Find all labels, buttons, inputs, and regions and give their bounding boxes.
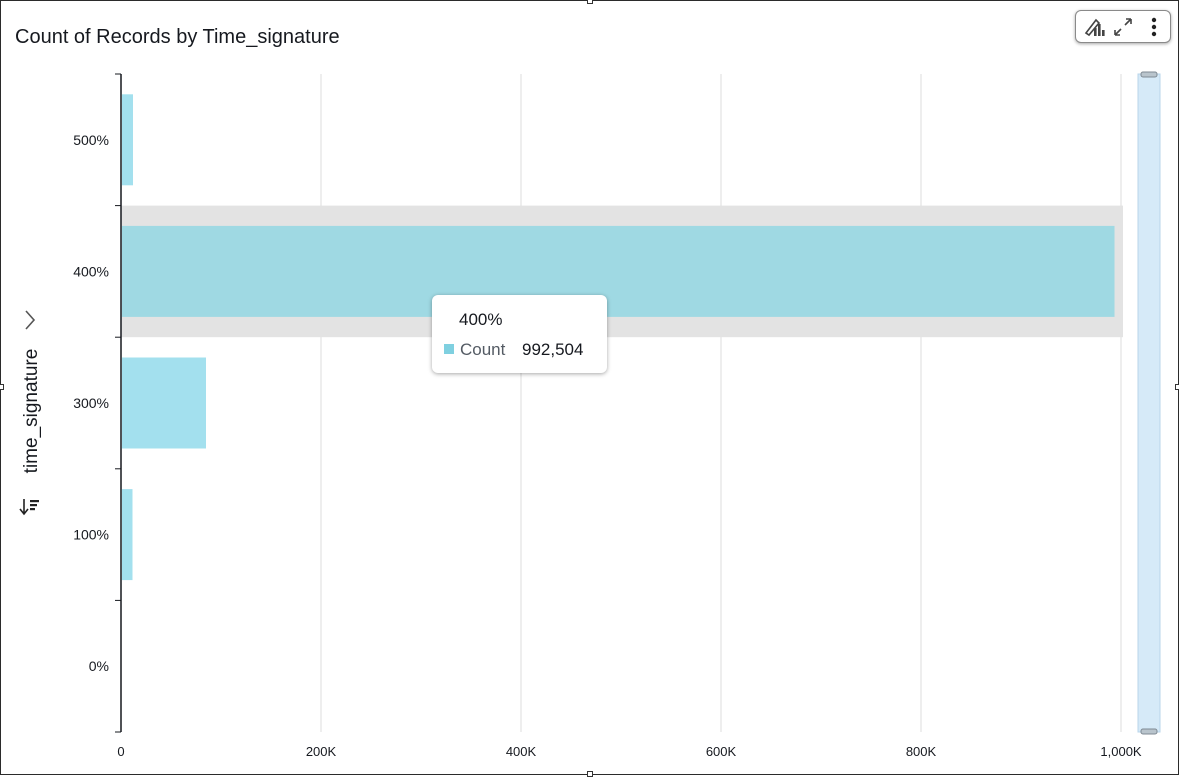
tooltip-category: 400% — [459, 310, 503, 329]
expand-icon[interactable] — [1111, 15, 1135, 39]
resize-handle-top[interactable] — [587, 0, 593, 4]
chart-title: Count of Records by Time_signature — [15, 26, 340, 48]
tooltip: 400% Count 992,504 — [432, 295, 607, 373]
visual-toolbar — [1075, 10, 1171, 43]
chevron-right-icon[interactable] — [25, 310, 36, 330]
tooltip-swatch — [444, 344, 454, 354]
resize-handle-left[interactable] — [0, 384, 4, 390]
chart-type-icon[interactable] — [1082, 15, 1106, 39]
sort-descending-icon[interactable] — [19, 499, 39, 516]
y-axis-field-label[interactable]: time_signature — [21, 348, 42, 474]
y-axis-field-control[interactable] — [15, 300, 47, 530]
tooltip-value: 992,504 — [522, 340, 584, 359]
tooltip-series-label: Count — [460, 340, 506, 359]
resize-handle-bottom[interactable] — [587, 771, 593, 777]
resize-handle-right[interactable] — [1175, 384, 1179, 390]
more-options-icon[interactable] — [1142, 15, 1166, 39]
